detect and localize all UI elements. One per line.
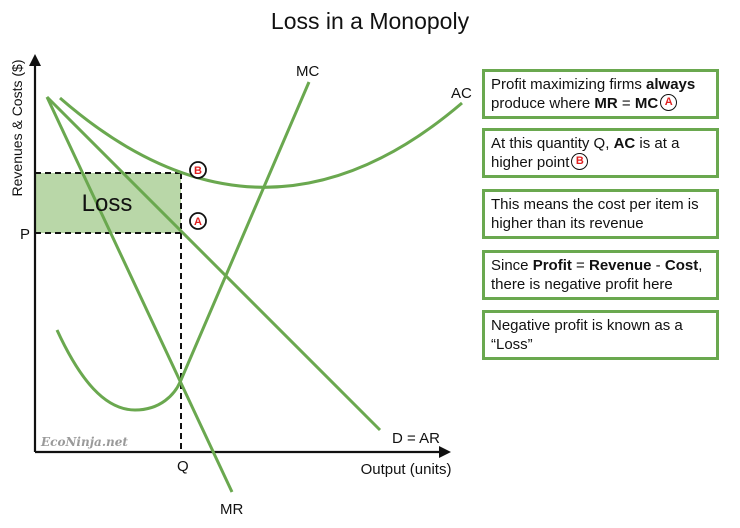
note-profit-formula: Since Profit = Revenue - Cost, there is … <box>482 250 719 300</box>
point-a-marker: A <box>189 212 207 230</box>
x-axis-arrow <box>439 446 451 458</box>
quantity-label: Q <box>177 458 189 475</box>
point-b-marker: B <box>189 161 207 179</box>
demand-label: D = AR <box>392 430 440 447</box>
svg-text:A: A <box>194 216 202 228</box>
mr-label: MR <box>220 501 243 518</box>
note-profit-maximizing: Profit maximizing firms always produce w… <box>482 69 719 119</box>
y-axis-label: Revenues & Costs ($) <box>9 60 25 197</box>
point-b-badge: B <box>571 153 589 171</box>
note-cost-per-item: This means the cost per item is higher t… <box>482 189 719 239</box>
loss-label: Loss <box>82 190 133 217</box>
note-loss-definition: Negative profit is known as a “Loss” <box>482 310 719 360</box>
diagram-title: Loss in a Monopoly <box>270 8 470 34</box>
x-axis-label: Output (units) <box>361 461 452 478</box>
price-label: P <box>20 226 30 243</box>
demand-curve <box>45 95 382 432</box>
mc-label: MC <box>296 63 319 80</box>
watermark: EcoNinja.net <box>40 435 128 449</box>
mr-curve <box>45 96 234 493</box>
mc-curve <box>55 81 311 412</box>
loss-area <box>35 173 181 233</box>
y-axis-arrow <box>29 54 41 66</box>
point-a-badge: A <box>660 94 678 112</box>
ac-curve <box>59 96 463 189</box>
note-ac-higher: At this quantity Q, AC is at a higher po… <box>482 128 719 178</box>
ac-label: AC <box>451 85 472 102</box>
svg-text:B: B <box>194 165 202 177</box>
